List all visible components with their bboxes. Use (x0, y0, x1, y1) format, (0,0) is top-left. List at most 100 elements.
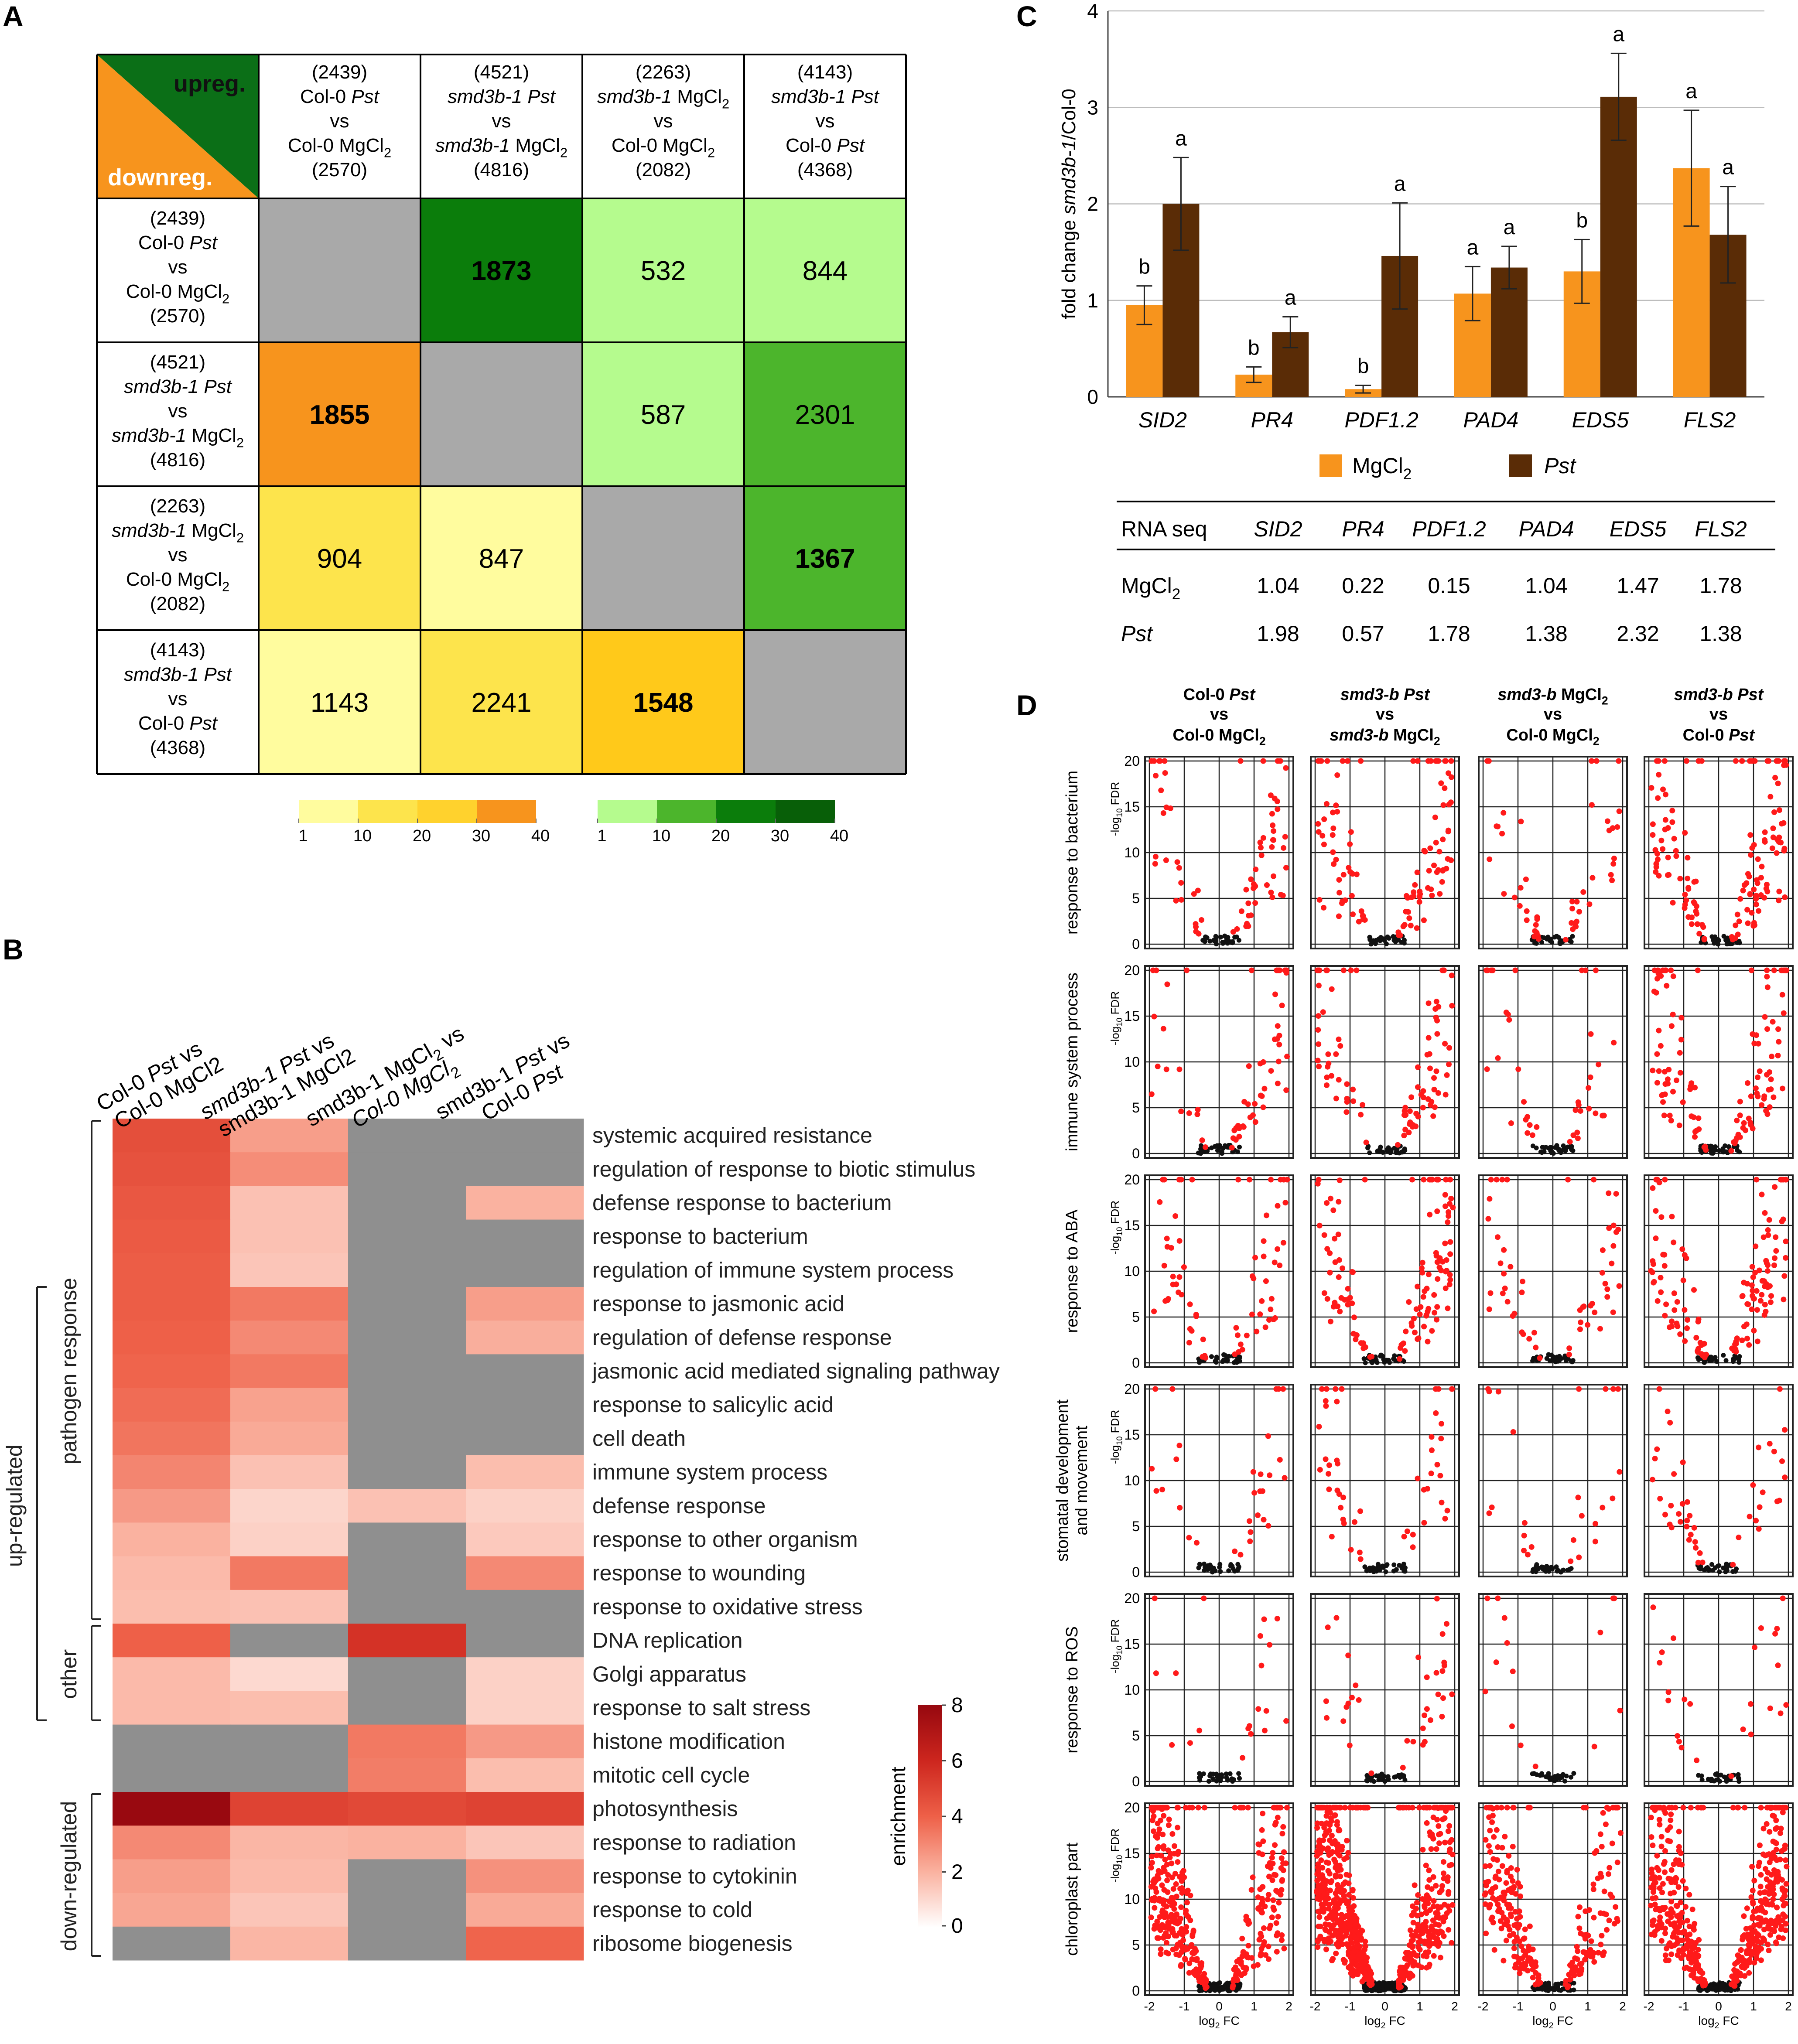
table-gene-header: PR4 (1342, 517, 1384, 541)
volcano-point-sig (1430, 1917, 1436, 1923)
volcano-point-sig (1740, 1726, 1746, 1732)
volcano-point-sig (1589, 875, 1596, 881)
volcano-point-sig (1281, 845, 1287, 851)
volcano-point-sig (1149, 1860, 1155, 1866)
volcano-point-sig (1737, 896, 1743, 902)
volcano-point-sig (1504, 1640, 1510, 1646)
volcano-point-sig (1687, 1513, 1693, 1519)
overlap-count: 1548 (633, 688, 694, 718)
volcano-point-sig (1745, 1301, 1751, 1307)
volcano-point-sig (1446, 1209, 1452, 1215)
volcano-point-sig (1237, 758, 1244, 764)
volcano-point-sig (1677, 1331, 1683, 1337)
volcano-point-sig (1154, 1918, 1160, 1925)
volcano-point-sig (1571, 1972, 1577, 1979)
overlap-cell (420, 198, 582, 342)
volcano-y-tick: 10 (1124, 1054, 1140, 1070)
volcano-point-ns (1561, 1143, 1566, 1148)
volcano-point-sig (1735, 1805, 1741, 1811)
volcano-point-sig (1327, 1822, 1333, 1828)
volcano-point-sig (1326, 1870, 1333, 1877)
volcano-point-ns (1387, 1360, 1392, 1365)
heatmap-cell (113, 1388, 231, 1422)
volcano-point-sig (1598, 1874, 1604, 1880)
volcano-point-sig (1606, 1225, 1612, 1231)
heatmap-cell (466, 1522, 584, 1557)
x-tick-label: PR4 (1251, 408, 1293, 432)
volcano-point-sig (1178, 1963, 1184, 1969)
volcano-point-sig (1694, 921, 1700, 927)
volcano-point-sig (1435, 1943, 1441, 1949)
volcano-point-sig (1246, 1063, 1252, 1069)
volcano-point-ns (1709, 1150, 1714, 1156)
volcano-point-sig (1423, 1313, 1429, 1319)
volcano-point-sig (1176, 1238, 1183, 1244)
volcano-point-sig (1317, 1933, 1323, 1939)
enrichment-title-text: enrichment (887, 1767, 909, 1866)
volcano-point-sig (1656, 1875, 1662, 1881)
volcano-point-sig (1617, 1469, 1623, 1475)
volcano-point-sig (1179, 1870, 1185, 1876)
volcano-point-sig (1345, 1302, 1351, 1308)
volcano-point-sig (1665, 1076, 1671, 1082)
volcano-point-sig (1730, 1805, 1736, 1811)
volcano-point-sig (1577, 1904, 1583, 1910)
volcano-point-sig (1757, 1068, 1763, 1074)
heatmap-row-label: Golgi apparatus (592, 1662, 746, 1686)
volcano-point-sig (1757, 1890, 1763, 1896)
volcano-point-sig (1268, 1307, 1274, 1313)
volcano-point-sig (1349, 1300, 1355, 1307)
volcano-y-label-text: -log10 FDR (1108, 1829, 1124, 1883)
heatmap-cell (230, 1119, 349, 1153)
volcano-point-sig (1353, 1682, 1359, 1689)
volcano-point-sig (1189, 1942, 1195, 1948)
volcano-point-sig (1498, 1925, 1504, 1931)
volcano-point-sig (1182, 1945, 1188, 1951)
volcano-point-ns (1394, 1567, 1399, 1572)
volcano-point-sig (1525, 1114, 1531, 1120)
volcano-point-sig (1170, 1886, 1176, 1892)
volcano-point-sig (1449, 1902, 1456, 1908)
volcano-point-sig (1229, 1145, 1235, 1151)
volcano-point-sig (1769, 1854, 1775, 1860)
volcano-point-sig (1758, 1625, 1764, 1631)
table-value: 0.22 (1342, 573, 1384, 598)
volcano-point-sig (1598, 1942, 1604, 1948)
volcano-point-sig (1490, 1806, 1496, 1812)
volcano-point-sig (1768, 1076, 1774, 1082)
volcano-point-sig (1513, 1962, 1519, 1968)
volcano-point-sig (1763, 1108, 1769, 1114)
volcano-point-sig (1345, 1286, 1351, 1292)
volcano-y-tick: 15 (1124, 1846, 1140, 1861)
volcano-x-tick: -1 (1513, 2000, 1524, 2013)
volcano-point-sig (1241, 1964, 1247, 1970)
volcano-point-sig (1171, 1843, 1177, 1849)
volcano-point-ns (1713, 1147, 1718, 1153)
volcano-point-sig (1395, 1142, 1401, 1148)
volcano-point-sig (1254, 1328, 1260, 1334)
volcano-point-sig (1654, 758, 1660, 764)
volcano-point-sig (1523, 876, 1529, 882)
heatmap-cell (348, 1388, 466, 1422)
volcano-point-sig (1766, 1890, 1772, 1896)
volcano-point-sig (1774, 1917, 1780, 1923)
volcano-y-tick: 10 (1124, 1473, 1140, 1488)
volcano-point-sig (1497, 1918, 1504, 1924)
volcano-point-sig (1322, 1926, 1328, 1932)
heatmap-cell (113, 1758, 231, 1792)
volcano-point-sig (1173, 1670, 1179, 1676)
volcano-point-sig (1428, 1846, 1434, 1852)
volcano-points (1482, 1805, 1624, 1993)
volcano-point-sig (1425, 885, 1431, 891)
volcano-point-sig (1434, 1317, 1440, 1323)
volcano-point-sig (1270, 1860, 1276, 1867)
row-header-vs: vs (168, 688, 188, 710)
volcano-point-ns (1723, 936, 1729, 941)
volcano-point-sig (1397, 1356, 1403, 1362)
heatmap-row-label: response to other organism (592, 1527, 858, 1552)
volcano-point-sig (1405, 1951, 1411, 1957)
volcano-point-sig (1423, 1863, 1429, 1869)
volcano-point-sig (1404, 1738, 1410, 1744)
group-label-downregulated: down-regulated (57, 1801, 81, 1952)
volcano-point-sig (1230, 1985, 1236, 1991)
